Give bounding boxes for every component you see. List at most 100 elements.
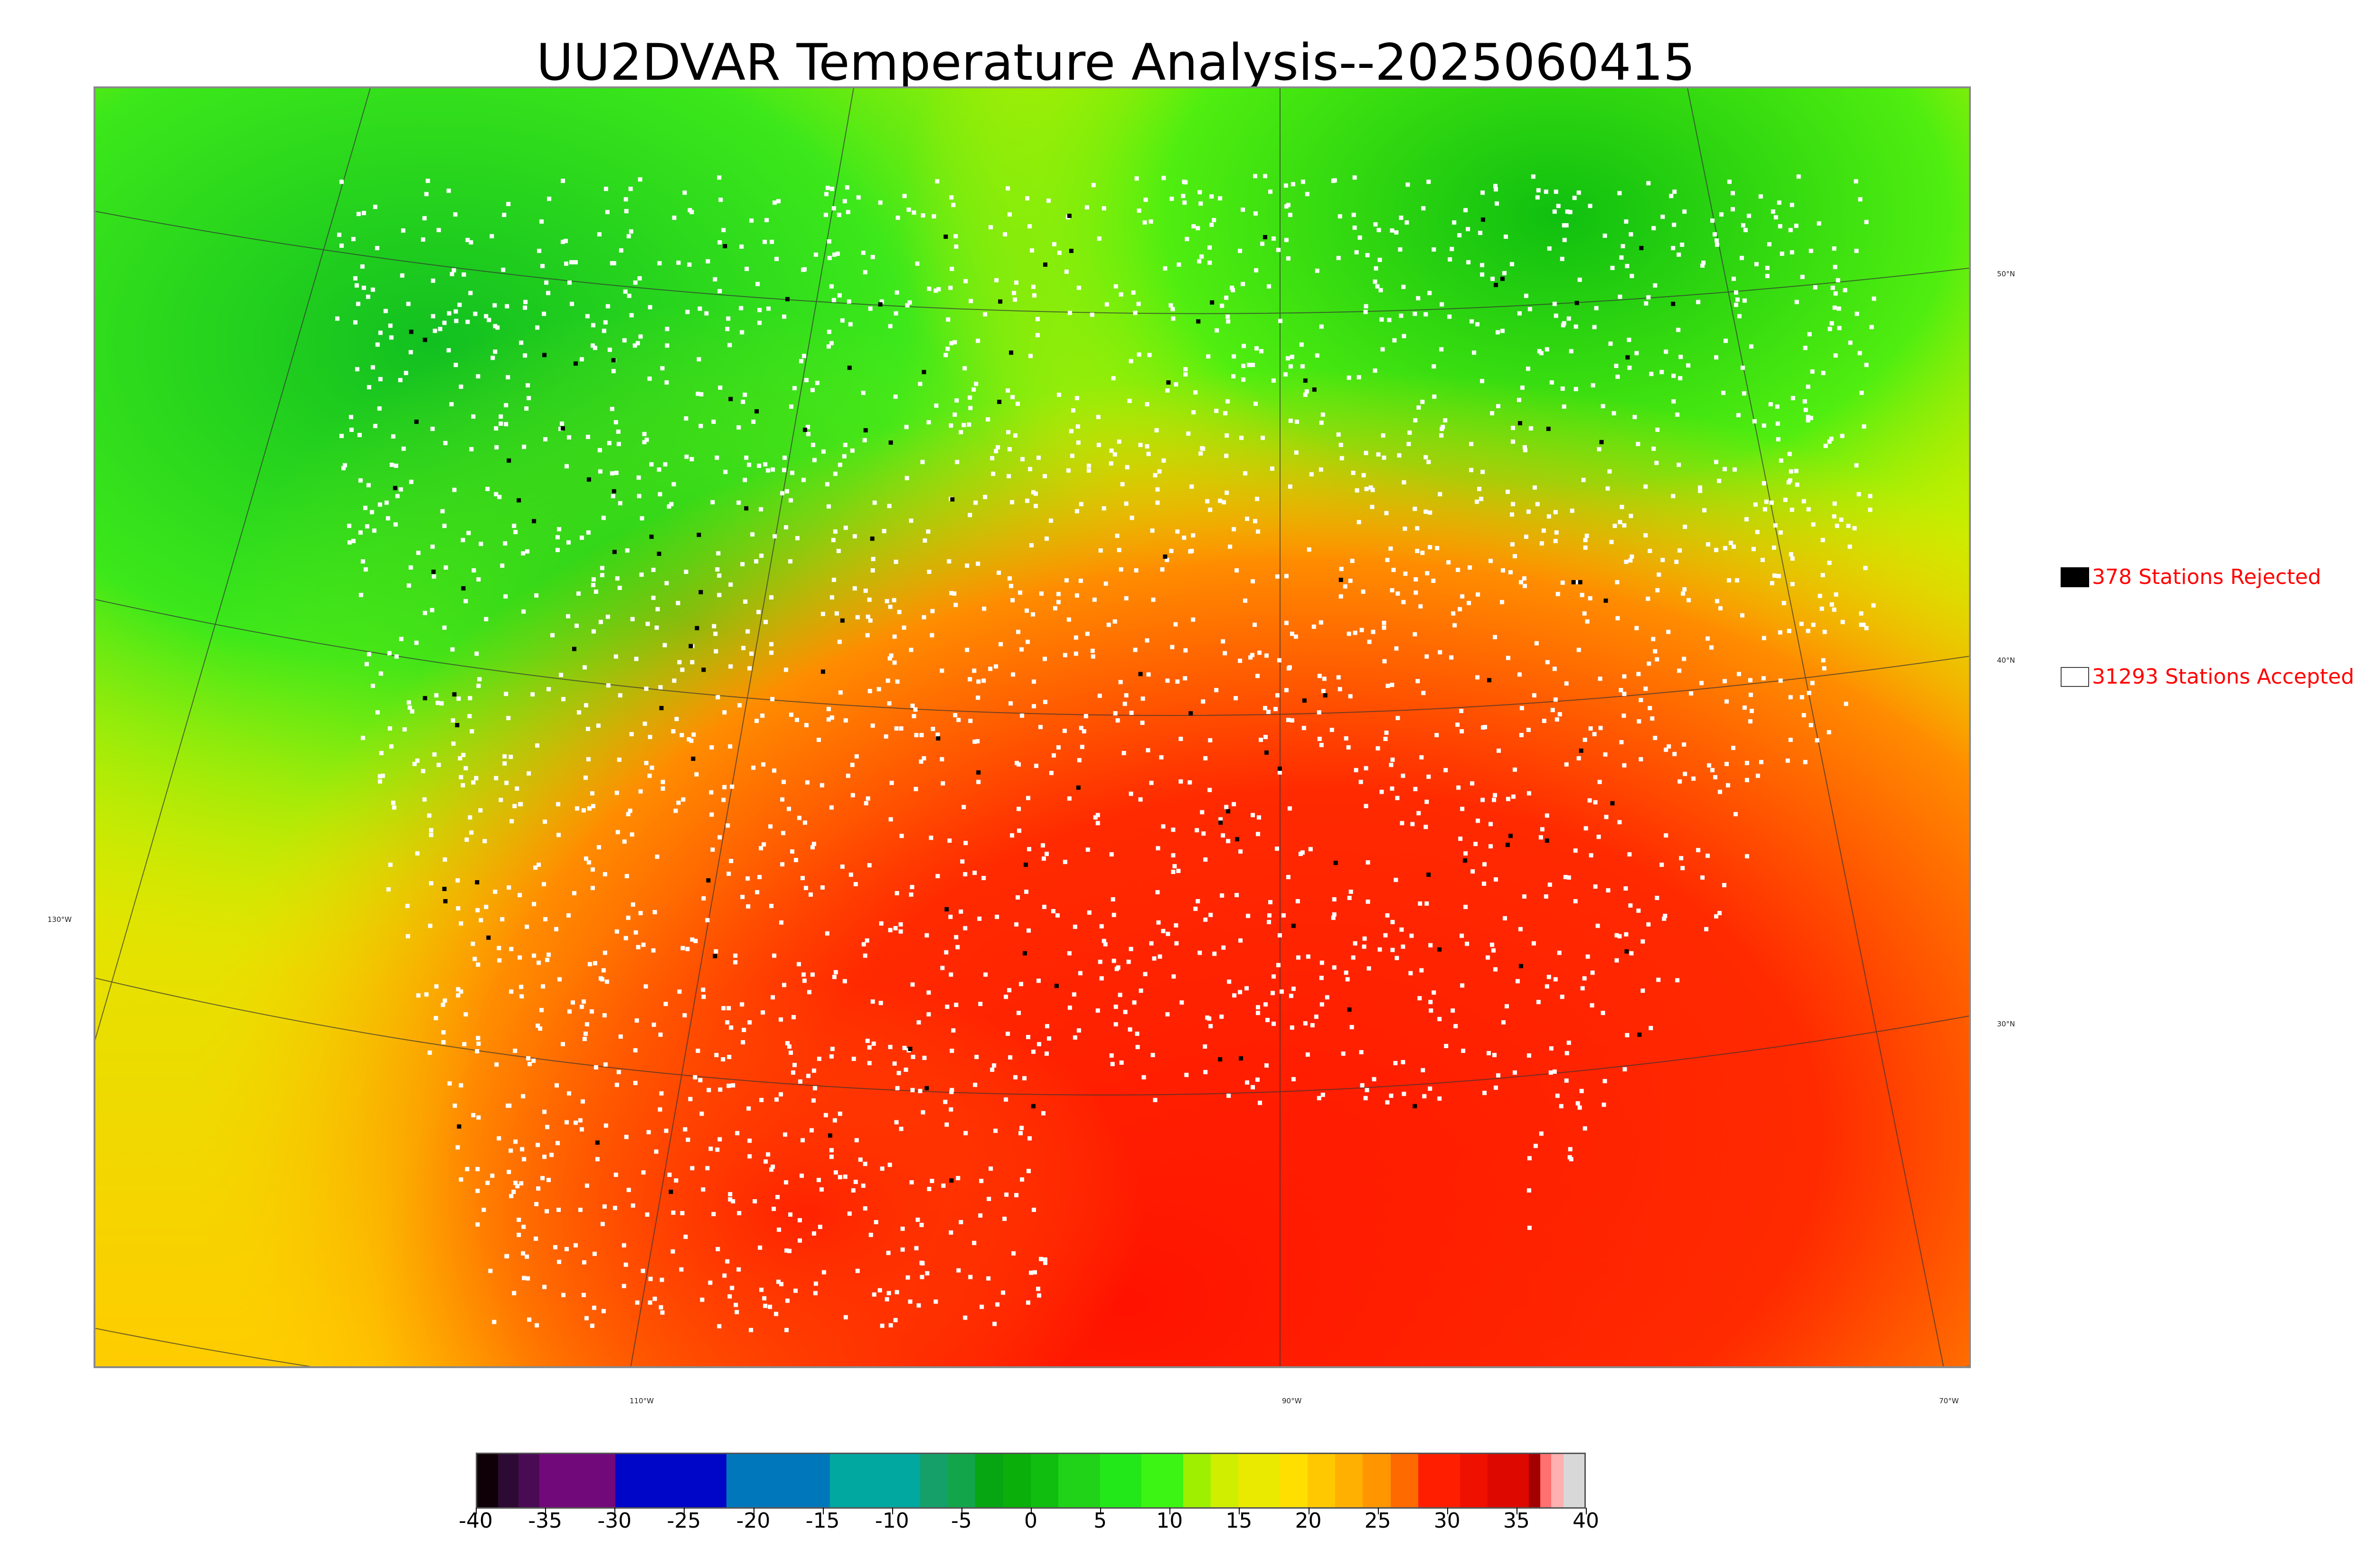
station-accepted xyxy=(1390,757,1395,762)
station-accepted xyxy=(1307,547,1311,552)
station-accepted xyxy=(405,903,410,908)
station-accepted xyxy=(963,872,968,877)
station-rejected xyxy=(542,353,547,357)
station-accepted xyxy=(747,1020,752,1025)
station-accepted xyxy=(1603,752,1608,757)
station-accepted xyxy=(1554,530,1559,535)
station-accepted xyxy=(1622,674,1627,679)
station-accepted xyxy=(689,738,694,743)
station-accepted xyxy=(746,904,751,909)
station-accepted xyxy=(1179,1000,1184,1005)
station-accepted xyxy=(1742,298,1747,303)
station-accepted xyxy=(658,1107,662,1112)
station-accepted xyxy=(1291,986,1296,991)
station-accepted xyxy=(505,304,509,309)
station-accepted xyxy=(1545,984,1549,989)
station-accepted xyxy=(1731,191,1735,196)
station-accepted xyxy=(1477,487,1482,491)
station-accepted xyxy=(386,887,391,892)
station-accepted xyxy=(736,500,741,505)
station-accepted xyxy=(799,359,803,364)
station-accepted xyxy=(1788,695,1793,700)
station-accepted xyxy=(1409,933,1414,938)
station-accepted xyxy=(762,842,766,847)
station-accepted xyxy=(519,985,524,989)
station-accepted xyxy=(670,1249,675,1254)
station-accepted xyxy=(1278,319,1282,323)
station-accepted xyxy=(918,382,923,386)
station-accepted xyxy=(1552,667,1557,671)
station-accepted xyxy=(959,909,963,914)
station-accepted xyxy=(1417,996,1422,1001)
station-accepted xyxy=(1072,992,1076,997)
station-accepted xyxy=(667,1173,672,1177)
station-accepted xyxy=(1166,931,1170,936)
station-accepted xyxy=(1382,625,1386,630)
station-accepted xyxy=(566,913,571,918)
station-accepted xyxy=(1552,209,1557,214)
station-accepted xyxy=(947,559,951,564)
station-accepted xyxy=(867,597,872,602)
station-accepted xyxy=(842,979,847,984)
station-accepted xyxy=(1553,697,1558,702)
station-accepted xyxy=(976,562,980,566)
station-rejected xyxy=(1347,1007,1352,1012)
station-accepted xyxy=(1011,672,1016,677)
station-accepted xyxy=(531,1058,536,1063)
station-accepted xyxy=(1835,524,1839,528)
station-rejected xyxy=(423,696,427,701)
station-accepted xyxy=(1183,180,1188,185)
station-accepted xyxy=(1012,291,1017,295)
station-rejected xyxy=(1024,863,1028,867)
station-accepted xyxy=(616,1070,621,1074)
station-accepted xyxy=(399,637,404,641)
station-accepted xyxy=(1010,598,1015,602)
station-accepted xyxy=(1545,813,1549,818)
station-accepted xyxy=(1441,424,1445,429)
station-accepted xyxy=(1827,730,1831,734)
station-accepted xyxy=(1055,913,1060,918)
station-accepted xyxy=(650,765,654,770)
station-accepted xyxy=(537,960,541,965)
station-accepted xyxy=(1165,388,1170,393)
station-accepted xyxy=(1287,806,1292,811)
station-accepted xyxy=(539,1008,544,1013)
station-accepted xyxy=(1006,1032,1010,1036)
station-accepted xyxy=(1090,312,1094,317)
station-accepted xyxy=(1379,789,1384,794)
station-accepted xyxy=(618,1034,623,1039)
station-accepted xyxy=(1199,254,1204,259)
station-accepted xyxy=(546,1178,551,1183)
station-rejected xyxy=(573,361,578,366)
station-accepted xyxy=(564,464,569,469)
station-accepted xyxy=(717,175,722,180)
station-accepted xyxy=(459,921,463,926)
lon-label-110w: 110°W xyxy=(630,1397,654,1405)
station-accepted xyxy=(507,1170,511,1174)
station-accepted xyxy=(790,849,795,854)
station-accepted xyxy=(1232,993,1237,998)
station-accepted xyxy=(936,287,941,291)
station-accepted xyxy=(772,534,777,539)
station-accepted xyxy=(1686,598,1691,602)
station-accepted xyxy=(1176,869,1181,873)
station-accepted xyxy=(395,494,400,498)
station-accepted xyxy=(1619,688,1623,693)
station-accepted xyxy=(1492,1052,1497,1057)
station-accepted xyxy=(1348,889,1353,894)
station-accepted xyxy=(821,449,826,454)
station-accepted xyxy=(1427,291,1432,295)
station-accepted xyxy=(1370,488,1375,492)
station-accepted xyxy=(1359,1050,1364,1054)
station-accepted xyxy=(1651,226,1656,231)
station-accepted xyxy=(582,1037,587,1042)
station-rejected xyxy=(936,736,941,741)
station-accepted xyxy=(763,620,768,624)
station-accepted xyxy=(947,838,952,843)
station-accepted xyxy=(658,1033,663,1037)
station-accepted xyxy=(1490,411,1495,415)
station-accepted xyxy=(684,416,688,421)
station-accepted xyxy=(1627,338,1631,342)
station-accepted xyxy=(1428,943,1433,948)
station-accepted xyxy=(736,1267,741,1272)
